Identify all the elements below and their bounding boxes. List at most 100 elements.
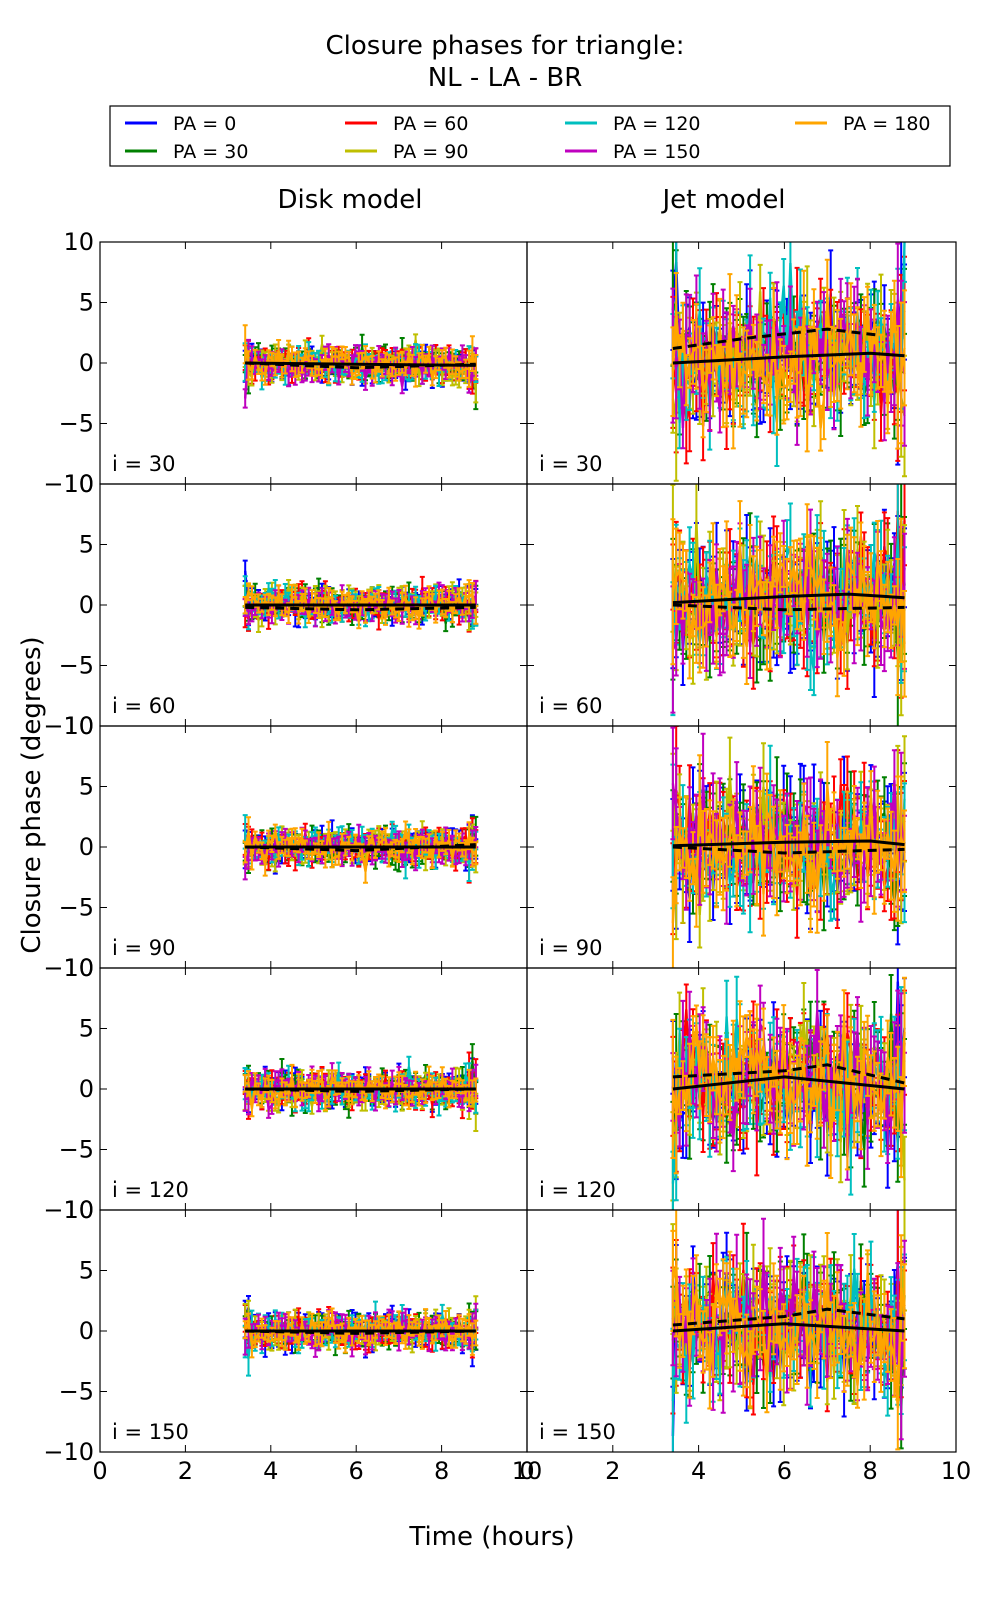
- x-tick-label: 2: [605, 1457, 620, 1485]
- figure-title-line2: NL - LA - BR: [428, 63, 583, 93]
- panel: i = 30: [526, 241, 957, 485]
- panel-inclination-label: i = 90: [539, 936, 603, 960]
- x-tick-label: 8: [434, 1457, 449, 1485]
- legend-entry: PA = 60: [345, 113, 468, 135]
- y-tick-label: 10: [63, 228, 94, 256]
- y-tick-label: 0: [79, 1317, 94, 1345]
- series-PA = 180: [670, 741, 907, 968]
- panel-series: [242, 324, 479, 411]
- panel-series: [670, 242, 907, 482]
- panel-inclination-label: i = 120: [539, 1178, 616, 1202]
- series-line: [671, 1014, 906, 1143]
- x-tick-label: 4: [263, 1457, 278, 1485]
- legend-label: PA = 90: [393, 141, 468, 163]
- panel: −10 −5 0 5 10 i = 120: [43, 954, 528, 1224]
- panel-inclination-label: i = 30: [539, 452, 603, 476]
- panel-series: [242, 1043, 479, 1132]
- y-tick-label: −5: [59, 652, 94, 680]
- y-tick-label: 5: [79, 773, 94, 801]
- y-tick-label: −10: [43, 954, 94, 982]
- panel-inclination-label: i = 90: [112, 936, 176, 960]
- x-tick-label: 2: [178, 1457, 193, 1485]
- panel-series: [242, 559, 479, 633]
- x-tick-label: 4: [691, 1457, 706, 1485]
- x-tick-label: 8: [863, 1457, 878, 1485]
- panel: −10 −5 0 5 10 i = 90: [43, 712, 528, 982]
- panel-series: [670, 1210, 907, 1452]
- series-line: [671, 299, 906, 429]
- panel-series: [670, 726, 907, 968]
- series-line: [671, 1010, 906, 1158]
- series-PA = 180: [670, 500, 907, 698]
- series-line: [671, 538, 906, 671]
- y-tick-label: −10: [43, 470, 94, 498]
- model-dashed-curve: [245, 605, 476, 612]
- x-tick-label: 0: [92, 1457, 107, 1485]
- y-tick-label: −5: [59, 894, 94, 922]
- panel: i = 90: [526, 725, 957, 969]
- legend-entry: PA = 30: [125, 141, 248, 163]
- y-tick-label: 0: [79, 1075, 94, 1103]
- y-tick-label: 5: [79, 1015, 94, 1043]
- y-tick-label: 10: [63, 712, 94, 740]
- panel-inclination-label: i = 150: [539, 1420, 616, 1444]
- model-dashed-curve: [672, 327, 879, 350]
- legend-label: PA = 30: [173, 141, 248, 163]
- column-title-jet: Jet model: [660, 185, 785, 215]
- y-tick-label: 10: [63, 954, 94, 982]
- y-tick-label: −5: [59, 410, 94, 438]
- column-title-disk: Disk model: [277, 185, 422, 215]
- panel-series: [670, 968, 907, 1210]
- x-tick-label: 10: [941, 1457, 972, 1485]
- model-solid-curve: [672, 351, 905, 365]
- legend-label: PA = 0: [173, 113, 236, 135]
- panel-inclination-label: i = 60: [112, 694, 176, 718]
- legend-label: PA = 180: [843, 113, 931, 135]
- y-tick-label: −5: [59, 1378, 94, 1406]
- model-solid-curve: [672, 1075, 905, 1091]
- y-tick-label: −10: [43, 1196, 94, 1224]
- y-tick-label: 10: [63, 470, 94, 498]
- panel: i = 60: [526, 483, 957, 727]
- legend-entry: PA = 180: [795, 113, 931, 135]
- model-solid-curve: [672, 839, 905, 848]
- legend-entry: PA = 150: [565, 141, 701, 163]
- legend-label: PA = 150: [613, 141, 701, 163]
- series-line: [671, 1264, 906, 1408]
- y-tick-label: 0: [79, 833, 94, 861]
- panel-series: [242, 814, 479, 884]
- y-tick-label: −5: [59, 1136, 94, 1164]
- y-tick-label: 0: [79, 591, 94, 619]
- x-tick-label: 10: [512, 1457, 543, 1485]
- y-tick-label: 5: [79, 531, 94, 559]
- model-dashed-curve: [672, 845, 905, 855]
- panel-series: [670, 484, 907, 726]
- series-line: [671, 536, 906, 658]
- panel-inclination-label: i = 60: [539, 694, 603, 718]
- panel-inclination-label: i = 30: [112, 452, 176, 476]
- panel-inclination-label: i = 120: [112, 1178, 189, 1202]
- panel-series: [242, 1295, 479, 1377]
- legend-frame: [109, 105, 951, 167]
- y-tick-label: 10: [63, 1196, 94, 1224]
- model-dashed-curve: [672, 603, 905, 612]
- series-line: [245, 1071, 477, 1113]
- model-solid-curve: [245, 361, 476, 367]
- x-tick-label: 0: [519, 1457, 534, 1485]
- series-PA = 180: [670, 976, 907, 1179]
- legend-label: PA = 120: [613, 113, 701, 135]
- x-tick-label: 6: [777, 1457, 792, 1485]
- model-solid-curve: [672, 1322, 905, 1333]
- legend-label: PA = 60: [393, 113, 468, 135]
- x-tick-label: 6: [349, 1457, 364, 1485]
- y-tick-label: 5: [79, 289, 94, 317]
- y-tick-label: 5: [79, 1257, 94, 1285]
- legend-entry: PA = 0: [125, 113, 236, 135]
- legend: PA = 0 PA = 30 PA = 60 PA = 90 PA = 120 PA = …: [109, 105, 951, 167]
- panel: 0 2 4 6 8 10 i = 150: [519, 1209, 972, 1485]
- series-line: [671, 785, 906, 923]
- model-solid-curve: [672, 592, 905, 605]
- y-tick-label: 0: [79, 349, 94, 377]
